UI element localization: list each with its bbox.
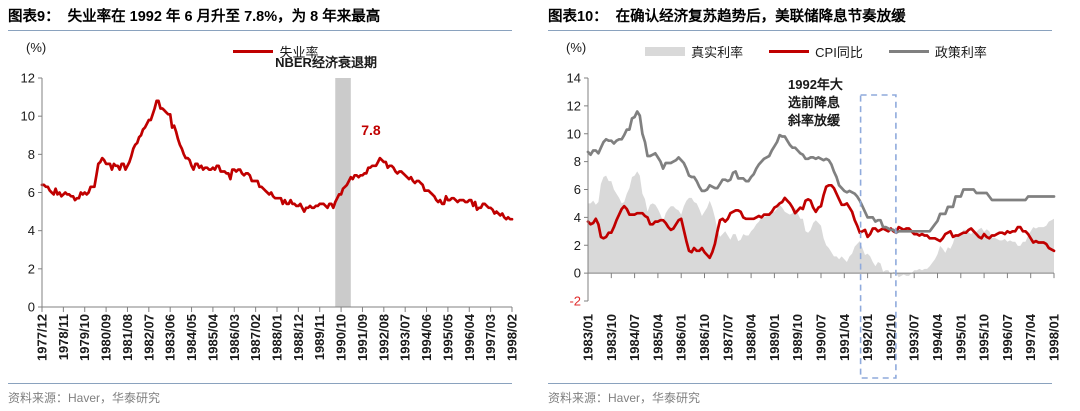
- svg-text:1981/08: 1981/08: [120, 314, 135, 361]
- figure9-title: 图表9： 失业率在 1992 年 6 月升至 7.8%，为 8 年来最高: [8, 5, 512, 31]
- legend-item: 真实利率: [645, 42, 743, 61]
- svg-text:1986/01: 1986/01: [674, 314, 689, 361]
- legend-label: 政策利率: [934, 45, 987, 60]
- svg-text:2: 2: [574, 238, 581, 253]
- figure9-legend: 失业率: [40, 42, 512, 61]
- svg-text:0: 0: [28, 300, 35, 315]
- legend-item: CPI同比: [769, 42, 863, 61]
- svg-text:1995/01: 1995/01: [953, 314, 968, 361]
- svg-text:1988/12: 1988/12: [291, 314, 306, 361]
- figure10-title: 图表10： 在确认经济复苏趋势后，美联储降息节奏放缓: [548, 5, 1052, 31]
- svg-text:1992/01: 1992/01: [860, 314, 875, 361]
- svg-text:1986/10: 1986/10: [697, 314, 712, 361]
- svg-text:1996/07: 1996/07: [1000, 314, 1015, 361]
- svg-text:1979/10: 1979/10: [77, 314, 92, 361]
- svg-text:1985/04: 1985/04: [650, 313, 665, 361]
- figure9-unit-label: (%): [26, 40, 47, 55]
- svg-text:1993/07: 1993/07: [907, 314, 922, 361]
- svg-text:1997/03: 1997/03: [483, 314, 498, 361]
- svg-text:1990/07: 1990/07: [814, 314, 829, 361]
- svg-text:1994/04: 1994/04: [930, 313, 945, 361]
- svg-text:14: 14: [567, 71, 581, 86]
- legend-swatch-line: [233, 49, 274, 54]
- svg-text:1993/07: 1993/07: [398, 314, 413, 361]
- svg-text:1989/10: 1989/10: [790, 314, 805, 361]
- svg-text:1992/08: 1992/08: [376, 314, 391, 361]
- svg-text:1986/03: 1986/03: [227, 314, 242, 361]
- figure9-peak-label: 7.8: [361, 122, 381, 139]
- svg-text:4: 4: [574, 210, 581, 225]
- figure10-legend: 真实利率 CPI同比 政策利率: [580, 42, 1052, 61]
- svg-text:6: 6: [28, 185, 35, 200]
- figure9-source: 资料来源：Haver，华泰研究: [8, 383, 512, 406]
- legend-label: 真实利率: [691, 45, 744, 60]
- svg-text:1984/07: 1984/07: [627, 314, 642, 361]
- svg-text:1995/10: 1995/10: [977, 314, 992, 361]
- svg-text:1983/01: 1983/01: [581, 314, 596, 361]
- svg-text:1994/06: 1994/06: [419, 314, 434, 361]
- svg-text:1991/09: 1991/09: [355, 314, 370, 361]
- svg-text:1990/10: 1990/10: [334, 314, 349, 361]
- figure9-recession-label: NBER经济衰退期: [275, 55, 377, 70]
- svg-text:12: 12: [21, 71, 35, 86]
- svg-text:1985/04: 1985/04: [205, 313, 220, 361]
- svg-text:8: 8: [28, 147, 35, 162]
- legend-item: 失业率: [233, 42, 319, 61]
- svg-text:1996/04: 1996/04: [462, 313, 477, 361]
- legend-swatch-line: [769, 49, 810, 54]
- legend-swatch-area: [645, 47, 686, 56]
- svg-text:1995/05: 1995/05: [440, 314, 455, 361]
- figure10-source: 资料来源：Haver，华泰研究: [548, 383, 1052, 406]
- svg-text:1988/01: 1988/01: [270, 314, 285, 361]
- svg-text:1987/07: 1987/07: [720, 314, 735, 361]
- figure10-panel: 图表10： 在确认经济复苏趋势后，美联储降息节奏放缓 (%) 真实利率 CPI同比…: [540, 0, 1080, 411]
- svg-text:1987/02: 1987/02: [248, 314, 263, 361]
- figure9-panel: 图表9： 失业率在 1992 年 6 月升至 7.8%，为 8 年来最高 (%)…: [8, 5, 519, 406]
- legend-label: CPI同比: [815, 45, 863, 60]
- svg-text:1977/12: 1977/12: [35, 314, 50, 361]
- svg-text:1988/04: 1988/04: [744, 313, 759, 361]
- svg-text:1989/01: 1989/01: [767, 314, 782, 361]
- svg-text:1989/11: 1989/11: [312, 314, 327, 360]
- svg-text:-2: -2: [569, 294, 581, 309]
- svg-text:1997/04: 1997/04: [1023, 313, 1038, 361]
- svg-text:1983/10: 1983/10: [604, 314, 619, 361]
- svg-text:1978/11: 1978/11: [56, 314, 71, 360]
- svg-text:8: 8: [574, 154, 581, 169]
- svg-text:0: 0: [574, 266, 581, 281]
- svg-text:1983/06: 1983/06: [163, 314, 178, 361]
- svg-text:1998/01: 1998/01: [1047, 314, 1062, 361]
- svg-text:4: 4: [28, 223, 35, 238]
- svg-text:2: 2: [28, 261, 35, 276]
- svg-text:10: 10: [21, 109, 35, 124]
- legend-label: 失业率: [279, 45, 319, 60]
- svg-text:12: 12: [567, 98, 581, 113]
- svg-text:1998/02: 1998/02: [505, 314, 519, 361]
- svg-text:1982/07: 1982/07: [141, 314, 156, 361]
- svg-text:1980/09: 1980/09: [99, 314, 114, 361]
- legend-item: 政策利率: [888, 42, 987, 61]
- svg-text:1991/04: 1991/04: [837, 313, 852, 361]
- svg-text:1984/05: 1984/05: [184, 314, 199, 361]
- figure10-policy-pause-label: 1992年大选前降息斜率放缓: [788, 77, 843, 129]
- svg-text:1992/10: 1992/10: [883, 314, 898, 361]
- legend-swatch-line: [888, 49, 929, 54]
- svg-text:10: 10: [567, 126, 581, 141]
- figure10-unit-label: (%): [566, 40, 587, 55]
- svg-text:6: 6: [574, 182, 581, 197]
